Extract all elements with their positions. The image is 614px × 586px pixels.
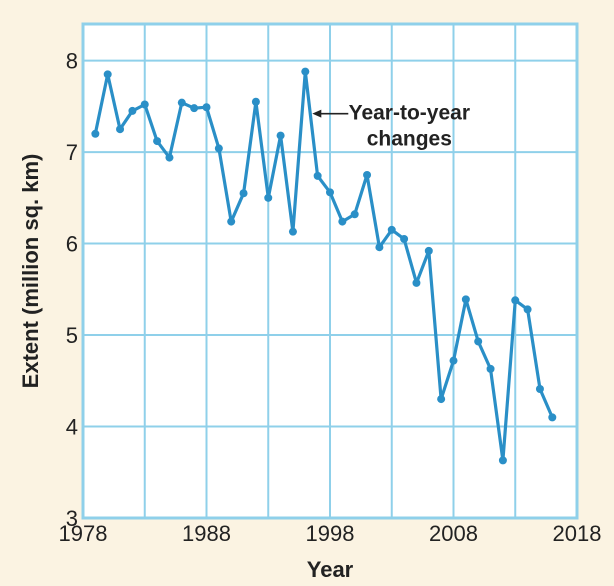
data-point <box>214 144 223 153</box>
annotation: Year-to-year changes <box>312 102 470 151</box>
data-point <box>177 98 186 107</box>
data-point <box>511 296 520 305</box>
data-point <box>116 125 125 134</box>
data-point <box>412 278 421 287</box>
x-tick-label: 1998 <box>306 521 355 546</box>
data-point <box>165 153 174 162</box>
data-point <box>313 171 322 180</box>
y-tick-labels: 3 4 5 6 7 8 <box>66 49 78 531</box>
data-point <box>449 356 458 365</box>
data-point <box>486 364 495 373</box>
annotation-text-line1: Year-to-year <box>349 102 470 125</box>
data-point <box>153 137 162 146</box>
data-point <box>424 246 433 255</box>
y-tick-label: 8 <box>66 49 78 74</box>
data-point <box>128 106 137 115</box>
data-point <box>338 217 347 226</box>
data-point <box>264 193 273 202</box>
y-tick-label: 3 <box>66 506 78 531</box>
y-tick-label: 7 <box>66 140 78 165</box>
data-series-line <box>93 69 554 462</box>
y-axis-title: Extent (million sq. km) <box>18 154 43 389</box>
data-point <box>326 188 334 197</box>
data-points <box>91 67 557 465</box>
data-point <box>202 103 211 112</box>
data-point <box>301 67 310 76</box>
data-point <box>251 97 260 106</box>
data-point <box>363 170 372 179</box>
x-tick-label: 1988 <box>182 521 231 546</box>
data-point <box>461 295 470 304</box>
data-point <box>400 234 409 243</box>
data-point <box>288 227 297 236</box>
data-point <box>91 129 100 138</box>
data-point <box>276 131 285 140</box>
x-tick-labels: 1978 1988 1998 2008 2018 <box>59 521 602 546</box>
x-tick-label: 2018 <box>553 521 602 546</box>
x-tick-label: 1978 <box>59 521 108 546</box>
data-point <box>437 395 446 404</box>
y-tick-label: 5 <box>66 323 78 348</box>
data-point <box>523 305 532 314</box>
data-point <box>375 243 384 252</box>
x-tick-label: 2008 <box>429 521 478 546</box>
data-point <box>140 100 149 109</box>
data-point <box>190 104 199 113</box>
annotation-arrowhead <box>312 109 322 118</box>
data-point <box>103 70 112 79</box>
data-point <box>239 189 248 198</box>
y-tick-label: 4 <box>66 415 78 440</box>
x-axis-title: Year <box>307 557 354 582</box>
y-tick-label: 6 <box>66 232 78 257</box>
data-point <box>498 456 507 465</box>
data-point <box>227 217 236 226</box>
data-point <box>350 210 359 219</box>
data-point <box>474 337 483 346</box>
data-point <box>535 385 544 394</box>
data-point <box>548 413 557 422</box>
data-point <box>387 225 396 234</box>
annotation-text-line2: changes <box>367 128 452 151</box>
